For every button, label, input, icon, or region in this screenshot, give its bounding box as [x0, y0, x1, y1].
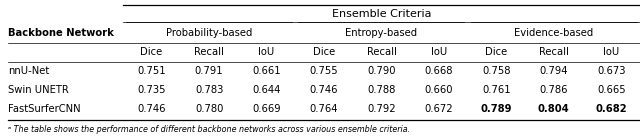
Text: 0.790: 0.790: [367, 66, 396, 76]
Text: Dice: Dice: [141, 47, 163, 57]
Text: IoU: IoU: [259, 47, 275, 57]
Text: 0.780: 0.780: [195, 104, 223, 115]
Text: 0.751: 0.751: [138, 66, 166, 76]
Text: 0.746: 0.746: [310, 85, 338, 95]
Text: Probability-based: Probability-based: [166, 28, 252, 38]
Text: Backbone Network: Backbone Network: [8, 28, 113, 38]
Text: 0.673: 0.673: [597, 66, 625, 76]
Text: 0.788: 0.788: [367, 85, 396, 95]
Text: 0.764: 0.764: [310, 104, 338, 115]
Text: Recall: Recall: [367, 47, 396, 57]
Text: 0.669: 0.669: [252, 104, 281, 115]
Text: 0.783: 0.783: [195, 85, 223, 95]
Text: Entropy-based: Entropy-based: [346, 28, 417, 38]
Text: Swin UNETR: Swin UNETR: [8, 85, 68, 95]
Text: 0.735: 0.735: [138, 85, 166, 95]
Text: 0.758: 0.758: [482, 66, 511, 76]
Text: FastSurferCNN: FastSurferCNN: [8, 104, 80, 115]
Text: 0.804: 0.804: [538, 104, 570, 115]
Text: Evidence-based: Evidence-based: [514, 28, 593, 38]
Text: 0.794: 0.794: [540, 66, 568, 76]
Text: ᵃ The table shows the performance of different backbone networks across various : ᵃ The table shows the performance of dif…: [8, 125, 410, 134]
Text: Recall: Recall: [539, 47, 569, 57]
Text: 0.672: 0.672: [424, 104, 453, 115]
Text: 0.792: 0.792: [367, 104, 396, 115]
Text: 0.761: 0.761: [482, 85, 511, 95]
Text: 0.746: 0.746: [138, 104, 166, 115]
Text: Dice: Dice: [313, 47, 335, 57]
Text: 0.682: 0.682: [595, 104, 627, 115]
Text: IoU: IoU: [431, 47, 447, 57]
Text: Dice: Dice: [485, 47, 508, 57]
Text: 0.755: 0.755: [310, 66, 339, 76]
Text: 0.789: 0.789: [481, 104, 512, 115]
Text: Recall: Recall: [194, 47, 224, 57]
Text: 0.661: 0.661: [252, 66, 281, 76]
Text: nnU-Net: nnU-Net: [8, 66, 49, 76]
Text: 0.660: 0.660: [425, 85, 453, 95]
Text: 0.668: 0.668: [425, 66, 453, 76]
Text: 0.644: 0.644: [252, 85, 281, 95]
Text: 0.786: 0.786: [540, 85, 568, 95]
Text: 0.665: 0.665: [597, 85, 625, 95]
Text: Ensemble Criteria: Ensemble Criteria: [332, 9, 431, 19]
Text: 0.791: 0.791: [195, 66, 223, 76]
Text: IoU: IoU: [603, 47, 620, 57]
